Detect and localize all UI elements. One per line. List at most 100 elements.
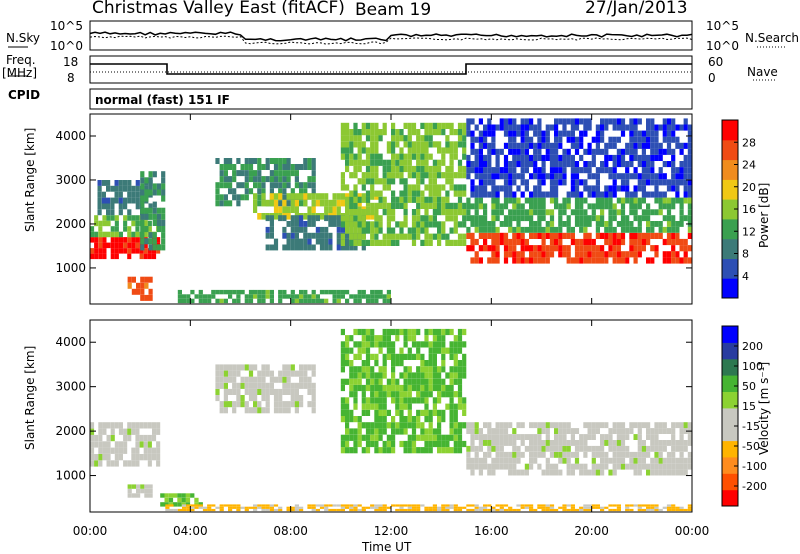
data-cell bbox=[487, 191, 492, 198]
data-cell bbox=[361, 384, 366, 392]
data-cell bbox=[374, 129, 379, 136]
data-cell bbox=[357, 193, 362, 200]
data-cell bbox=[265, 289, 270, 295]
data-cell bbox=[345, 193, 350, 200]
data-cell bbox=[487, 226, 492, 233]
data-cell bbox=[620, 203, 626, 210]
data-cell bbox=[273, 193, 279, 200]
data-cell bbox=[391, 347, 396, 354]
data-cell bbox=[508, 451, 513, 458]
data-cell bbox=[520, 504, 525, 507]
data-cell bbox=[152, 183, 157, 190]
data-cell bbox=[508, 167, 513, 174]
data-cell bbox=[273, 213, 279, 220]
data-cell bbox=[374, 416, 379, 423]
data-cell bbox=[646, 136, 651, 143]
data-cell bbox=[470, 136, 475, 143]
data-cell bbox=[646, 203, 651, 210]
data-cell bbox=[416, 366, 421, 373]
data-cell bbox=[432, 347, 437, 354]
data-cell bbox=[395, 165, 400, 173]
data-cell bbox=[671, 154, 676, 161]
data-cell bbox=[470, 179, 475, 186]
data-cell bbox=[474, 221, 479, 227]
data-cell bbox=[453, 428, 458, 435]
xaxis-label: Time UT bbox=[362, 540, 412, 554]
data-cell bbox=[349, 172, 354, 179]
data-cell bbox=[345, 434, 350, 441]
data-cell bbox=[499, 209, 504, 216]
data-cell bbox=[365, 341, 371, 348]
xtick-label: 04:00 bbox=[173, 524, 208, 538]
data-cell bbox=[315, 199, 320, 207]
data-cell bbox=[228, 504, 233, 507]
data-cell bbox=[671, 130, 676, 137]
data-cell bbox=[483, 506, 488, 509]
data-cell bbox=[587, 185, 592, 192]
data-cell bbox=[244, 182, 249, 189]
data-cell bbox=[177, 289, 182, 295]
data-cell bbox=[600, 161, 605, 168]
data-cell bbox=[269, 226, 274, 233]
colorbar-swatch bbox=[722, 473, 738, 491]
data-cell bbox=[131, 460, 136, 467]
data-cell bbox=[290, 364, 295, 371]
data-cell bbox=[98, 248, 103, 254]
data-cell bbox=[345, 129, 350, 136]
data-cell bbox=[114, 422, 119, 429]
data-cell bbox=[135, 237, 140, 243]
data-cell bbox=[219, 376, 224, 383]
data-cell bbox=[462, 122, 467, 129]
data-cell bbox=[491, 130, 496, 137]
data-cell bbox=[370, 335, 375, 342]
data-cell bbox=[495, 463, 500, 470]
data-cell bbox=[516, 422, 521, 429]
data-cell bbox=[311, 289, 316, 295]
data-cell bbox=[253, 401, 258, 408]
data-cell bbox=[566, 136, 571, 143]
data-cell bbox=[437, 227, 442, 234]
data-cell bbox=[361, 289, 366, 295]
data-cell bbox=[135, 441, 140, 448]
data-cell bbox=[378, 190, 383, 197]
data-cell bbox=[131, 276, 136, 283]
data-cell bbox=[445, 328, 450, 336]
data-cell bbox=[600, 451, 605, 458]
data-cell bbox=[549, 167, 555, 174]
data-cell bbox=[374, 209, 379, 216]
data-cell bbox=[190, 506, 195, 509]
data-cell bbox=[562, 148, 567, 155]
data-cell bbox=[391, 122, 396, 129]
data-cell bbox=[574, 257, 580, 264]
data-cell bbox=[378, 447, 383, 454]
data-cell bbox=[462, 184, 467, 191]
data-cell bbox=[161, 207, 166, 214]
data-cell bbox=[499, 185, 504, 192]
data-cell bbox=[353, 434, 358, 441]
data-cell bbox=[474, 238, 479, 246]
data-cell bbox=[253, 199, 258, 207]
data-cell bbox=[671, 508, 676, 512]
data-cell bbox=[483, 154, 488, 161]
data-cell bbox=[662, 191, 667, 198]
data-cell bbox=[424, 328, 429, 336]
data-cell bbox=[282, 294, 287, 299]
data-cell bbox=[382, 360, 387, 367]
data-cell bbox=[600, 232, 605, 239]
data-cell bbox=[378, 196, 383, 203]
data-cell bbox=[633, 118, 638, 125]
data-cell bbox=[537, 422, 542, 429]
data-cell bbox=[633, 130, 638, 137]
data-cell bbox=[633, 173, 638, 180]
data-cell bbox=[683, 197, 688, 204]
data-cell bbox=[403, 428, 408, 435]
data-cell bbox=[562, 221, 567, 227]
data-cell bbox=[307, 388, 312, 395]
data-cell bbox=[303, 226, 308, 233]
data-cell bbox=[566, 445, 571, 452]
data-cell bbox=[219, 194, 224, 201]
data-cell bbox=[319, 244, 325, 251]
data-cell bbox=[428, 153, 433, 160]
data-cell bbox=[449, 428, 454, 435]
data-cell bbox=[319, 226, 325, 233]
